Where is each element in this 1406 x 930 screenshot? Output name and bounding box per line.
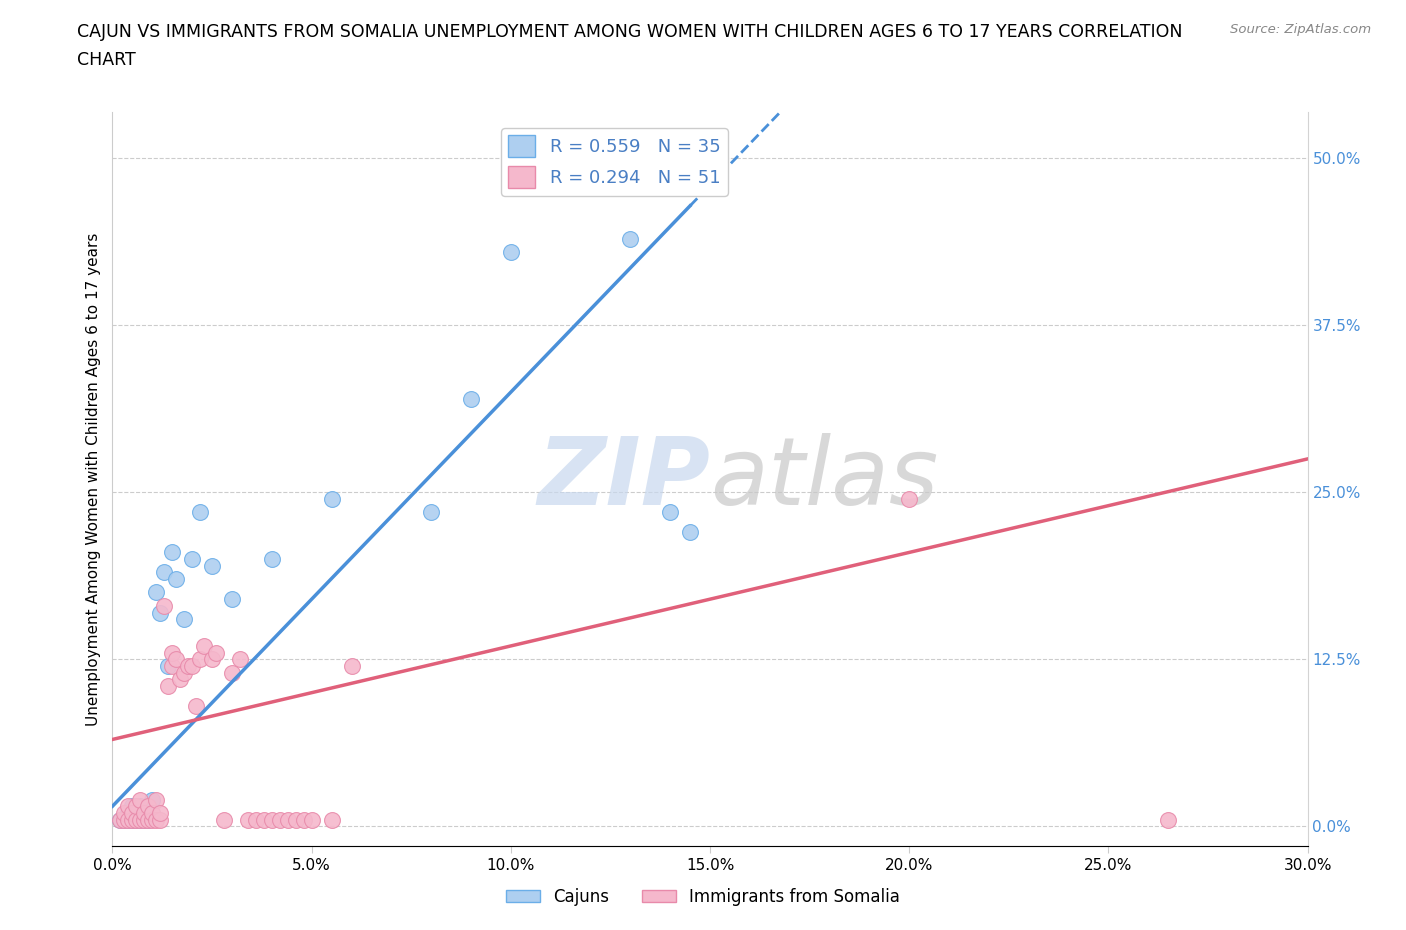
Point — [125, 812, 148, 827]
Point — [138, 812, 160, 827]
Point — [340, 658, 363, 673]
Point — [193, 639, 215, 654]
Point — [321, 492, 343, 507]
Point — [134, 812, 156, 827]
Point — [134, 805, 156, 820]
Point — [181, 658, 204, 673]
Point — [221, 591, 243, 606]
Point — [221, 665, 243, 680]
Text: Source: ZipAtlas.com: Source: ZipAtlas.com — [1230, 23, 1371, 36]
Point — [141, 805, 163, 820]
Point — [145, 792, 167, 807]
Point — [145, 585, 167, 600]
Point — [169, 671, 191, 686]
Point — [186, 698, 208, 713]
Point — [162, 545, 183, 560]
Point — [898, 492, 921, 507]
Point — [117, 805, 139, 820]
Point — [125, 812, 148, 827]
Point — [236, 812, 259, 827]
Text: CAJUN VS IMMIGRANTS FROM SOMALIA UNEMPLOYMENT AMONG WOMEN WITH CHILDREN AGES 6 T: CAJUN VS IMMIGRANTS FROM SOMALIA UNEMPLO… — [77, 23, 1182, 41]
Point — [292, 812, 315, 827]
Point — [205, 645, 228, 660]
Point — [201, 558, 224, 573]
Point — [110, 812, 132, 827]
Point — [125, 799, 148, 814]
Legend: R = 0.559   N = 35, R = 0.294   N = 51: R = 0.559 N = 35, R = 0.294 N = 51 — [501, 128, 728, 195]
Point — [173, 665, 195, 680]
Point — [129, 812, 152, 827]
Point — [121, 812, 143, 827]
Point — [134, 812, 156, 827]
Point — [129, 792, 152, 807]
Point — [301, 812, 323, 827]
Point — [153, 565, 176, 580]
Text: atlas: atlas — [710, 433, 938, 525]
Point — [659, 505, 682, 520]
Point — [110, 812, 132, 827]
Point — [420, 505, 443, 520]
Point — [284, 812, 307, 827]
Point — [177, 658, 200, 673]
Point — [141, 805, 163, 820]
Point — [245, 812, 267, 827]
Point — [149, 805, 172, 820]
Point — [149, 812, 172, 827]
Point — [499, 245, 522, 259]
Point — [229, 652, 252, 667]
Point — [253, 812, 276, 827]
Point — [679, 525, 702, 539]
Point — [129, 812, 152, 827]
Point — [260, 812, 283, 827]
Point — [149, 605, 172, 620]
Point — [114, 805, 135, 820]
Point — [277, 812, 299, 827]
Point — [212, 812, 235, 827]
Point — [188, 505, 211, 520]
Point — [201, 652, 224, 667]
Point — [1157, 812, 1180, 827]
Point — [321, 812, 343, 827]
Point — [114, 812, 135, 827]
Point — [165, 572, 187, 587]
Point — [460, 392, 482, 406]
Point — [121, 812, 143, 827]
Point — [129, 799, 152, 814]
Point — [619, 231, 641, 246]
Point — [157, 679, 180, 694]
Point — [117, 812, 139, 827]
Point — [138, 799, 160, 814]
Point — [162, 658, 183, 673]
Point — [121, 805, 143, 820]
Point — [188, 652, 211, 667]
Point — [260, 551, 283, 566]
Text: CHART: CHART — [77, 51, 136, 69]
Point — [114, 812, 135, 827]
Y-axis label: Unemployment Among Women with Children Ages 6 to 17 years: Unemployment Among Women with Children A… — [86, 232, 101, 725]
Point — [145, 812, 167, 827]
Point — [162, 645, 183, 660]
Text: ZIP: ZIP — [537, 433, 710, 525]
Point — [165, 652, 187, 667]
Point — [117, 799, 139, 814]
Point — [153, 598, 176, 613]
Point — [173, 612, 195, 627]
Point — [141, 792, 163, 807]
Point — [157, 658, 180, 673]
Point — [117, 812, 139, 827]
Point — [138, 812, 160, 827]
Point — [121, 799, 143, 814]
Point — [181, 551, 204, 566]
Point — [125, 805, 148, 820]
Point — [138, 799, 160, 814]
Legend: Cajuns, Immigrants from Somalia: Cajuns, Immigrants from Somalia — [499, 881, 907, 912]
Point — [141, 812, 163, 827]
Point — [134, 805, 156, 820]
Point — [269, 812, 291, 827]
